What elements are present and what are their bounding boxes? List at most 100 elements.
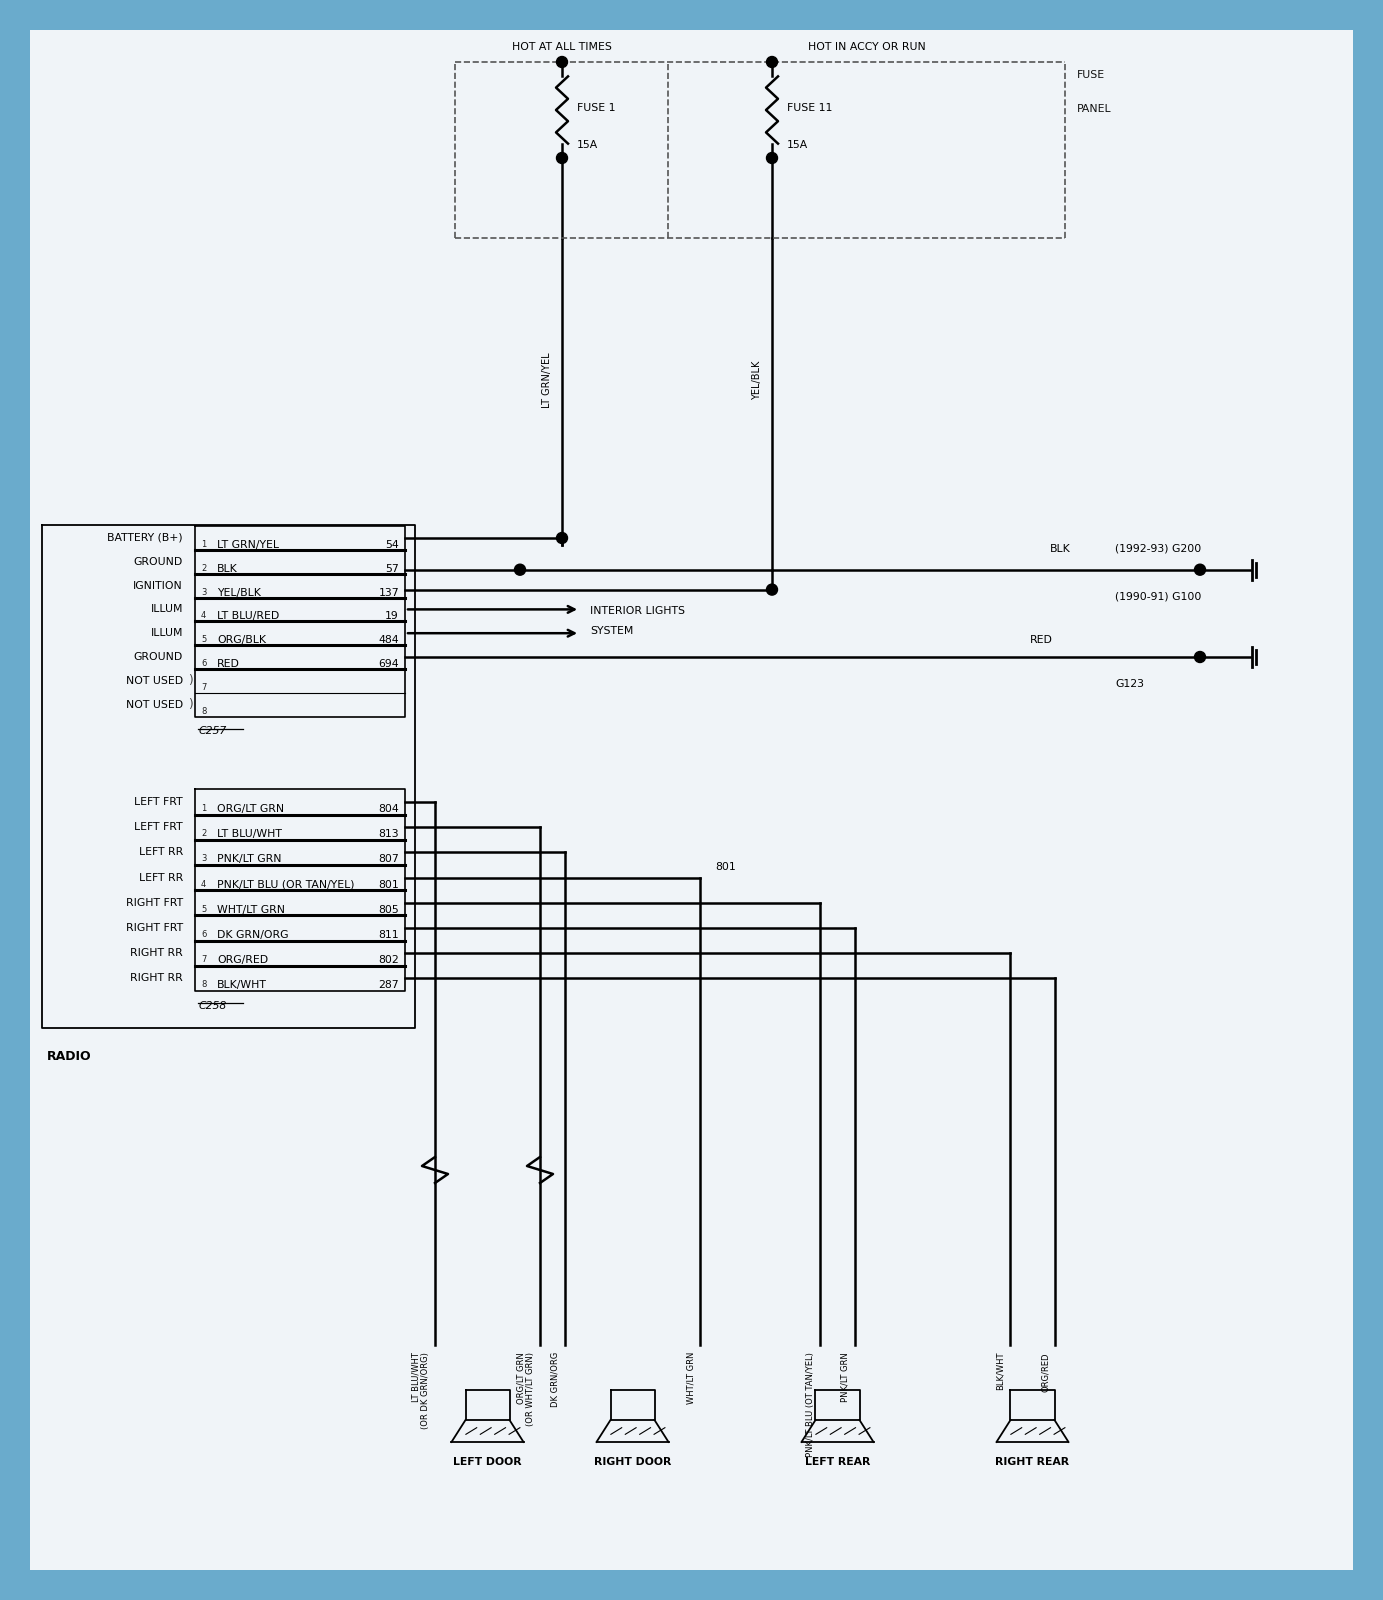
Text: 7: 7: [201, 955, 206, 965]
Text: PNK/LT GRN: PNK/LT GRN: [841, 1352, 851, 1402]
Text: RIGHT FRT: RIGHT FRT: [126, 898, 183, 907]
Text: LEFT REAR: LEFT REAR: [805, 1458, 870, 1467]
Text: G123: G123: [1115, 678, 1144, 690]
Text: 287: 287: [379, 981, 400, 990]
Text: PANEL: PANEL: [1077, 104, 1112, 114]
Text: BATTERY (B+): BATTERY (B+): [108, 533, 183, 542]
Text: 801: 801: [715, 861, 736, 872]
Text: 2: 2: [201, 563, 206, 573]
Text: NOT USED: NOT USED: [126, 675, 183, 686]
Text: ORG/LT GRN: ORG/LT GRN: [217, 803, 284, 814]
Text: ): ): [188, 674, 194, 688]
Text: IGNITION: IGNITION: [133, 581, 183, 590]
Text: PNK/LT BLU (OR TAN/YEL): PNK/LT BLU (OR TAN/YEL): [217, 880, 354, 890]
Text: LEFT FRT: LEFT FRT: [134, 822, 183, 832]
Text: 3: 3: [201, 587, 206, 597]
Text: 4: 4: [201, 611, 206, 621]
Text: ILLUM: ILLUM: [151, 605, 183, 614]
Text: RIGHT FRT: RIGHT FRT: [126, 923, 183, 933]
Text: 5: 5: [201, 904, 206, 914]
Circle shape: [1195, 651, 1206, 662]
Text: ORG/LT GRN
(OR WHT/LT GRN): ORG/LT GRN (OR WHT/LT GRN): [516, 1352, 535, 1426]
Text: C258: C258: [199, 1002, 227, 1011]
Text: YEL/BLK: YEL/BLK: [752, 360, 762, 400]
Text: 54: 54: [386, 541, 400, 550]
Text: 807: 807: [378, 854, 400, 864]
Text: 7: 7: [201, 683, 206, 691]
Text: 4: 4: [201, 880, 206, 888]
Text: PNK/LT BLU (OT TAN/YEL): PNK/LT BLU (OT TAN/YEL): [806, 1352, 815, 1458]
Text: SYSTEM: SYSTEM: [591, 626, 633, 637]
Text: (1992-93) G200: (1992-93) G200: [1115, 544, 1202, 554]
Text: ORG/RED: ORG/RED: [217, 955, 268, 965]
Text: RADIO: RADIO: [47, 1050, 91, 1062]
Circle shape: [514, 565, 526, 576]
Text: 802: 802: [378, 955, 400, 965]
Text: LT GRN/YEL: LT GRN/YEL: [542, 352, 552, 408]
Text: LEFT RR: LEFT RR: [138, 848, 183, 858]
Text: FUSE: FUSE: [1077, 70, 1105, 80]
Text: BLK/WHT: BLK/WHT: [217, 981, 267, 990]
Text: BLK: BLK: [217, 563, 238, 574]
Text: PNK/LT GRN: PNK/LT GRN: [217, 854, 282, 864]
FancyBboxPatch shape: [30, 30, 1353, 1570]
Text: HOT AT ALL TIMES: HOT AT ALL TIMES: [512, 42, 611, 51]
Text: 805: 805: [378, 904, 400, 915]
Text: LT BLU/WHT
(OR DK GRN/ORG): LT BLU/WHT (OR DK GRN/ORG): [411, 1352, 430, 1429]
Text: ORG/RED: ORG/RED: [1041, 1352, 1050, 1392]
Text: 5: 5: [201, 635, 206, 645]
Text: LT BLU/WHT: LT BLU/WHT: [217, 829, 282, 838]
Text: LEFT RR: LEFT RR: [138, 872, 183, 883]
Text: DK GRN/ORG: DK GRN/ORG: [550, 1352, 560, 1408]
Text: DK GRN/ORG: DK GRN/ORG: [217, 930, 289, 939]
Text: LT GRN/YEL: LT GRN/YEL: [217, 541, 279, 550]
Text: RIGHT RR: RIGHT RR: [130, 973, 183, 984]
Text: 15A: 15A: [787, 141, 808, 150]
Circle shape: [766, 152, 777, 163]
Text: FUSE 1: FUSE 1: [577, 102, 615, 114]
Text: HOT IN ACCY OR RUN: HOT IN ACCY OR RUN: [808, 42, 925, 51]
Text: RED: RED: [217, 659, 239, 669]
Text: 15A: 15A: [577, 141, 599, 150]
Text: LEFT FRT: LEFT FRT: [134, 797, 183, 806]
Text: 804: 804: [378, 803, 400, 814]
Text: 484: 484: [379, 635, 400, 645]
Text: 811: 811: [379, 930, 400, 939]
Text: WHT/LT GRN: WHT/LT GRN: [686, 1352, 696, 1405]
Text: ORG/BLK: ORG/BLK: [217, 635, 266, 645]
Text: 8: 8: [201, 707, 206, 715]
Text: WHT/LT GRN: WHT/LT GRN: [217, 904, 285, 915]
Text: RIGHT DOOR: RIGHT DOOR: [593, 1458, 671, 1467]
Text: ILLUM: ILLUM: [151, 629, 183, 638]
Text: 6: 6: [201, 930, 206, 939]
Text: C257: C257: [199, 726, 227, 736]
Text: 8: 8: [201, 981, 206, 989]
Text: RED: RED: [1030, 635, 1052, 645]
Circle shape: [766, 56, 777, 67]
Text: BLK: BLK: [1050, 544, 1070, 554]
Text: BLK/WHT: BLK/WHT: [996, 1352, 1005, 1390]
Text: 694: 694: [379, 659, 400, 669]
Text: LT BLU/RED: LT BLU/RED: [217, 611, 279, 621]
Text: NOT USED: NOT USED: [126, 699, 183, 710]
Text: (1990-91) G100: (1990-91) G100: [1115, 592, 1202, 602]
Text: 137: 137: [379, 587, 400, 598]
Text: 1: 1: [201, 803, 206, 813]
Text: 801: 801: [378, 880, 400, 890]
Text: ): ): [188, 698, 194, 710]
Text: FUSE 11: FUSE 11: [787, 102, 833, 114]
Text: 19: 19: [386, 611, 400, 621]
Circle shape: [766, 584, 777, 595]
Text: 6: 6: [201, 659, 206, 669]
Text: GROUND: GROUND: [134, 653, 183, 662]
Text: INTERIOR LIGHTS: INTERIOR LIGHTS: [591, 606, 685, 616]
Text: RIGHT RR: RIGHT RR: [130, 949, 183, 958]
Circle shape: [556, 56, 567, 67]
Text: 1: 1: [201, 541, 206, 549]
Text: LEFT DOOR: LEFT DOOR: [454, 1458, 521, 1467]
Circle shape: [556, 152, 567, 163]
Text: RIGHT REAR: RIGHT REAR: [996, 1458, 1069, 1467]
Circle shape: [1195, 565, 1206, 576]
Text: 3: 3: [201, 854, 206, 864]
Text: GROUND: GROUND: [134, 557, 183, 566]
